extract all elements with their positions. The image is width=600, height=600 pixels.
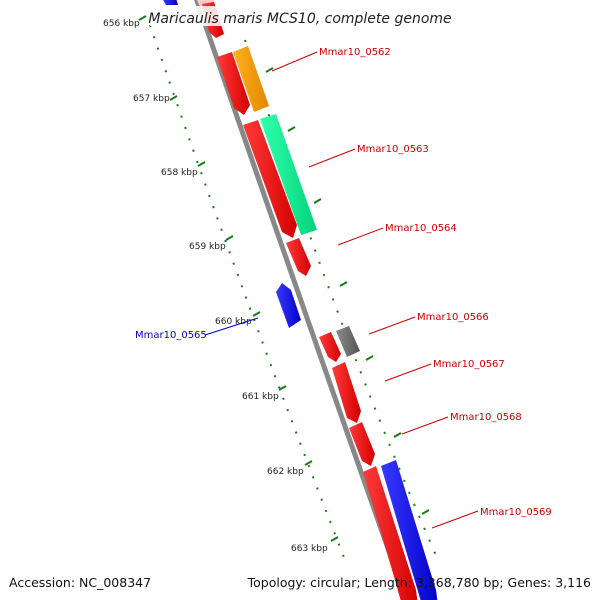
gene-mmar10-0567-strand[interactable]: [332, 362, 361, 423]
kbp-labels: 656 kbp 657 kbp 658 kbp 659 kbp 660 kbp …: [103, 19, 328, 554]
gene-mmar10-0566-strand[interactable]: [319, 332, 341, 362]
gene-label[interactable]: Mmar10_0565: [135, 330, 207, 341]
gene-label[interactable]: Mmar10_0563: [357, 144, 429, 155]
gene-label[interactable]: Mmar10_0567: [433, 359, 505, 370]
gene-feature-blue-large[interactable]: [381, 460, 438, 600]
gene-label[interactable]: Mmar10_0569: [480, 507, 552, 518]
gene-feature-blue-partial[interactable]: [162, 0, 178, 5]
gene-mmar10-0568-strand[interactable]: [349, 422, 375, 466]
gene-feature-gray[interactable]: [336, 326, 360, 357]
gene-label[interactable]: Mmar10_0566: [417, 312, 489, 323]
kbp-label: 660 kbp: [215, 317, 252, 327]
kbp-label: 662 kbp: [267, 467, 304, 477]
gene-label[interactable]: Mmar10_0562: [319, 47, 391, 58]
gene-mmar10-0562-strand[interactable]: [217, 52, 250, 115]
gene-mmar10-0569-strand[interactable]: [363, 466, 418, 600]
gene-count: ; Genes: 3,116: [499, 575, 591, 590]
kbp-label: 659 kbp: [189, 242, 226, 252]
outer-dotted-ring: [244, 39, 439, 561]
gene-mmar10-0565-strand[interactable]: [276, 283, 301, 328]
gene-mmar10-0563-strand[interactable]: [243, 120, 297, 238]
gene-labels: Mmar10_0562 Mmar10_0563 Mmar10_0564 Mmar…: [135, 47, 552, 518]
gene-mmar10-0564-strand[interactable]: [286, 238, 311, 276]
outer-ring-ticks: [265, 67, 430, 515]
accession-text: Accession: NC_008347: [9, 575, 152, 590]
kbp-ticks: [138, 15, 339, 542]
kbp-label: 663 kbp: [291, 544, 328, 554]
map-title: Maricaulis maris MCS10, complete genome: [148, 11, 451, 27]
kbp-label: 657 kbp: [133, 94, 170, 104]
kbp-label: 658 kbp: [161, 168, 198, 178]
gene-feature-orange[interactable]: [233, 46, 269, 112]
gene-leader-lines: [204, 51, 479, 529]
genome-length: 3,368,780 bp: [415, 575, 500, 590]
gene-label[interactable]: Mmar10_0564: [385, 223, 457, 234]
kbp-label: 656 kbp: [103, 19, 140, 29]
topology-prefix: Topology: circular; Length:: [247, 575, 416, 590]
gene-label[interactable]: Mmar10_0568: [450, 412, 522, 423]
topology-text: Topology: circular; Length: 3,368,780 bp…: [248, 575, 591, 590]
gene-feature-green[interactable]: [260, 114, 317, 235]
kbp-label: 661 kbp: [242, 392, 279, 402]
gene-features[interactable]: [162, 0, 438, 600]
